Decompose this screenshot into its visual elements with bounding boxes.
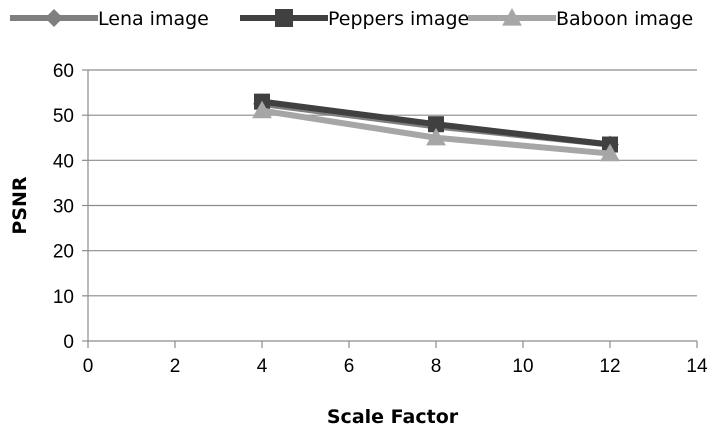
x-tick-label: 6 xyxy=(344,356,355,377)
legend-item: Peppers image xyxy=(240,8,469,30)
x-tick-label: 4 xyxy=(257,356,268,377)
y-tick-label: 0 xyxy=(63,332,74,353)
grid-lines xyxy=(88,69,697,297)
legend-marker xyxy=(45,9,63,27)
x-axis-title: Scale Factor xyxy=(327,406,459,428)
series-baboon-image xyxy=(252,100,620,162)
y-tick-label: 60 xyxy=(53,61,74,82)
legend-label: Peppers image xyxy=(328,8,469,30)
legend-label: Baboon image xyxy=(556,8,693,30)
x-tick-label: 0 xyxy=(83,356,94,377)
legend: Lena image Peppers image Baboon image xyxy=(10,8,693,30)
legend-item: Baboon image xyxy=(468,8,693,30)
legend-marker xyxy=(275,9,293,27)
x-tick-label: 2 xyxy=(170,356,181,377)
data-point xyxy=(600,143,620,162)
axes xyxy=(82,69,698,348)
x-tick-label: 12 xyxy=(599,356,620,377)
y-axis-title: PSNR xyxy=(9,176,31,235)
tick-labels: 0 10 20 30 40 50 60 0 2 4 6 8 10 12 14 xyxy=(53,61,708,377)
y-tick-label: 10 xyxy=(53,287,74,308)
y-tick-label: 20 xyxy=(53,242,74,263)
x-tick-label: 10 xyxy=(512,356,533,377)
y-tick-label: 30 xyxy=(53,197,74,218)
data-point xyxy=(428,116,444,133)
legend-marker xyxy=(502,8,522,26)
data-point xyxy=(426,127,446,146)
y-tick-label: 40 xyxy=(53,151,74,172)
y-tick-label: 50 xyxy=(53,106,74,127)
x-tick-label: 8 xyxy=(431,356,442,377)
legend-label: Lena image xyxy=(98,8,209,30)
series-lines xyxy=(252,93,620,162)
x-tick-label: 14 xyxy=(686,356,708,377)
data-point xyxy=(252,100,272,119)
legend-item: Lena image xyxy=(10,8,209,30)
